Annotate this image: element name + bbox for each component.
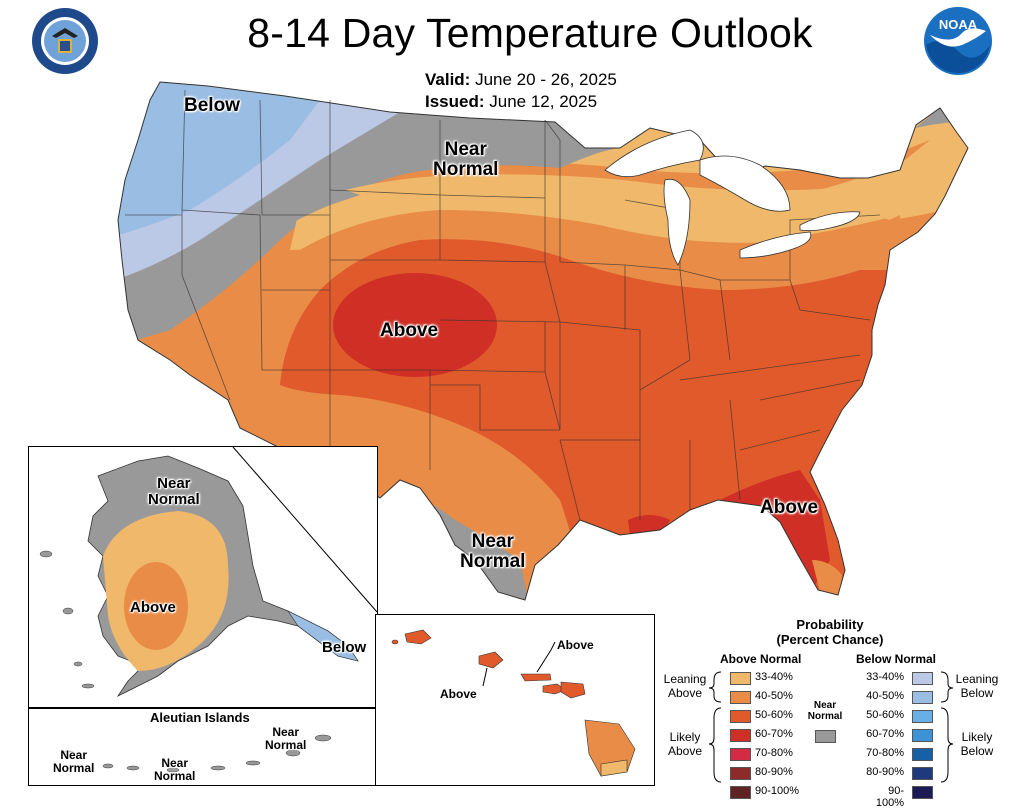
legend-likely-below: Likely Below [955,730,999,758]
aleutian-inset-map [28,708,378,786]
label-aleutian-near-middle-line2: Normal [154,769,196,783]
legend-above-range-label: 70-80% [755,747,793,759]
legend-above-range-label: 60-70% [755,728,793,740]
legend-above-range-label: 50-60% [755,709,793,721]
legend-below-range-label: 70-80% [866,747,904,759]
label-hawaii-above-west: Above [440,687,477,701]
hawaii-inset-map [375,614,655,786]
legend-leaning-above-line1: Leaning [663,672,707,686]
legend-below-header: Below Normal [856,652,937,666]
legend-title-line2: (Percent Chance) [776,632,884,647]
legend-below-bracket [940,671,954,783]
legend-below-range-label: 80-90% [866,766,904,778]
page-title: 8-14 Day Temperature Outlook [247,10,813,56]
label-alaska-above: Above [130,599,176,616]
legend-above-swatch [730,767,751,780]
legend-above-swatch [730,748,751,761]
aleutian-islands-title: Aleutian Islands [150,710,250,725]
legend-below-range-label: 90-100% [875,785,904,809]
valid-value: June 20 - 26, 2025 [475,70,617,89]
legend-title-line1: Probability [796,617,864,632]
legend-likely-above-line2: Above [667,744,703,758]
label-aleutian-near-east-line1: Near [272,725,300,739]
legend-below-swatch [912,729,933,742]
label-aleutian-near-west-line2: Normal [53,761,95,775]
legend-below-range-label: 60-70% [866,728,904,740]
label-near-normal-texas: Near Normal [460,532,525,572]
legend-likely-below-line2: Below [960,744,994,758]
legend-leaning-above: Leaning Above [663,672,707,700]
label-above-southeast: Above [760,497,819,518]
label-near-normal-texas-line2: Normal [460,551,526,572]
label-aleutian-near-east-line2: Normal [265,738,307,752]
label-above-central: Above [380,320,439,341]
legend-near-line2: Normal [807,711,843,722]
label-aleutian-near-west: Near Normal [53,749,94,775]
alaska-inset-map [28,446,378,708]
department-of-commerce-seal-icon [32,8,98,74]
legend-near-line1: Near [813,700,837,711]
legend-above-swatch [730,786,751,799]
legend-above-header: Above Normal [720,652,802,666]
legend-above-swatch [730,672,751,685]
svg-text:NOAA: NOAA [939,17,978,32]
legend-above-range-label: 33-40% [755,671,793,683]
legend-above-bracket [708,671,722,783]
legend-above-swatch [730,691,751,704]
legend-below-swatch [912,767,933,780]
label-alaska-near-line2: Normal [148,491,200,508]
legend-leaning-below-line2: Below [960,686,994,700]
valid-dates: Valid: June 20 - 26, 2025 [425,70,617,90]
legend-below-swatch [912,672,933,685]
legend-below-range-label: 50-60% [866,709,904,721]
legend-near-normal-swatch [815,730,836,743]
legend-likely-below-line1: Likely [961,730,993,744]
label-alaska-near-normal: Near Normal [148,476,200,508]
label-near-normal-north-line1: Near [444,139,487,160]
legend-likely-above-line1: Likely [669,730,701,744]
label-hawaii-above-east: Above [557,638,594,652]
conus-map [117,81,969,601]
valid-label: Valid: [425,70,471,89]
label-near-normal-north-line2: Normal [433,159,499,180]
label-aleutian-near-middle-line1: Near [161,756,189,770]
legend-leaning-below: Leaning Below [955,672,999,700]
label-alaska-below: Below [322,639,367,656]
legend-above-range-label: 80-90% [755,766,793,778]
legend-leaning-below-line1: Leaning [955,672,999,686]
label-below-northwest: Below [184,95,240,116]
outlook-map-page: 8-14 Day Temperature Outlook Valid: June… [28,7,999,809]
label-aleutian-near-west-line1: Near [60,748,88,762]
legend-below-swatch [912,710,933,723]
label-aleutian-near-east: Near Normal [265,726,306,752]
legend-below-range-label: 33-40% [866,671,904,683]
legend-below-range-label: 40-50% [866,690,904,702]
label-aleutian-near-middle: Near Normal [154,757,195,783]
legend-leaning-above-line2: Above [667,686,703,700]
legend-above-range-label: 90-100% [755,785,800,797]
legend-below-swatch [912,786,933,799]
label-near-normal-north: Near Normal [433,140,498,180]
issued-label: Issued: [425,92,485,111]
legend-below-swatch [912,691,933,704]
legend-above-swatch [730,710,751,723]
legend-above-range-label: 40-50% [755,690,793,702]
legend-below-swatch [912,748,933,761]
noaa-logo-icon: NOAA [924,7,992,75]
legend-likely-above: Likely Above [663,730,707,758]
label-near-normal-texas-line1: Near [471,531,514,552]
label-alaska-near-line1: Near [157,475,191,492]
issued-value: June 12, 2025 [489,92,598,111]
legend-above-swatch [730,729,751,742]
legend-near-normal-label: Near Normal [805,700,845,722]
issued-date: Issued: June 12, 2025 [425,92,597,112]
legend-title: Probability (Percent Chance) [760,617,900,647]
